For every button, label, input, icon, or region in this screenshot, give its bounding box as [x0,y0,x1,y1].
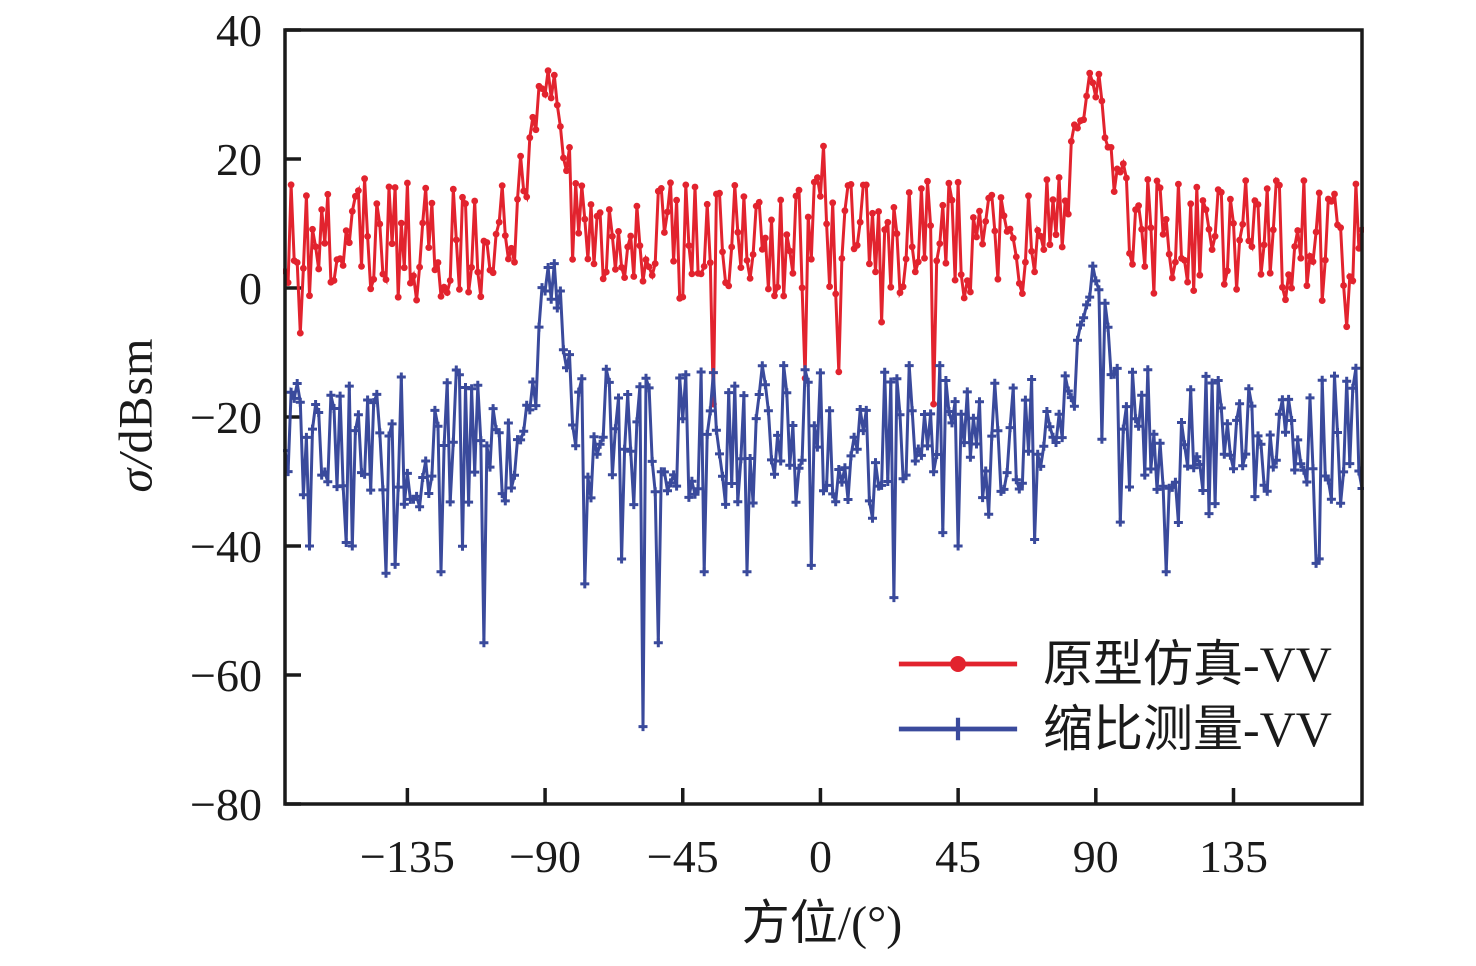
x-tick-label: −135 [360,831,455,882]
y-tick-label: −80 [190,779,262,830]
legend-item-prototype: 原型仿真-VV [897,631,1332,696]
legend-line-plus-icon [898,717,1018,740]
x-tick-label: 135 [1199,831,1268,882]
legend-line-dot-icon [898,655,1018,672]
y-tick-label: −20 [190,392,262,443]
x-tick-label: −90 [509,831,581,882]
y-tick-label: −40 [190,521,262,572]
x-tick-label: 90 [1073,831,1119,882]
x-tick-label: −45 [647,831,719,882]
x-tick-label: 0 [809,831,832,882]
legend-label-prototype: 原型仿真-VV [1043,635,1332,692]
y-tick-label: 0 [239,263,262,314]
axis-box [283,28,1364,806]
legend-label-measurement: 缩比测量-VV [1043,700,1332,757]
series-line-prototype-simulation [283,70,1364,405]
y-tick-label: −60 [190,650,262,701]
x-axis-title: 方位/(°) [741,897,903,950]
legend: 原型仿真-VV 缩比测量-VV [897,631,1332,761]
x-tick-label: 45 [935,831,981,882]
y-axis-title: σ/dBsm [109,337,163,493]
y-tick-label: 40 [216,5,262,56]
series-prototype-simulation [283,67,1364,408]
legend-item-measurement: 缩比测量-VV [897,696,1332,761]
y-tick-label: 20 [216,134,262,185]
